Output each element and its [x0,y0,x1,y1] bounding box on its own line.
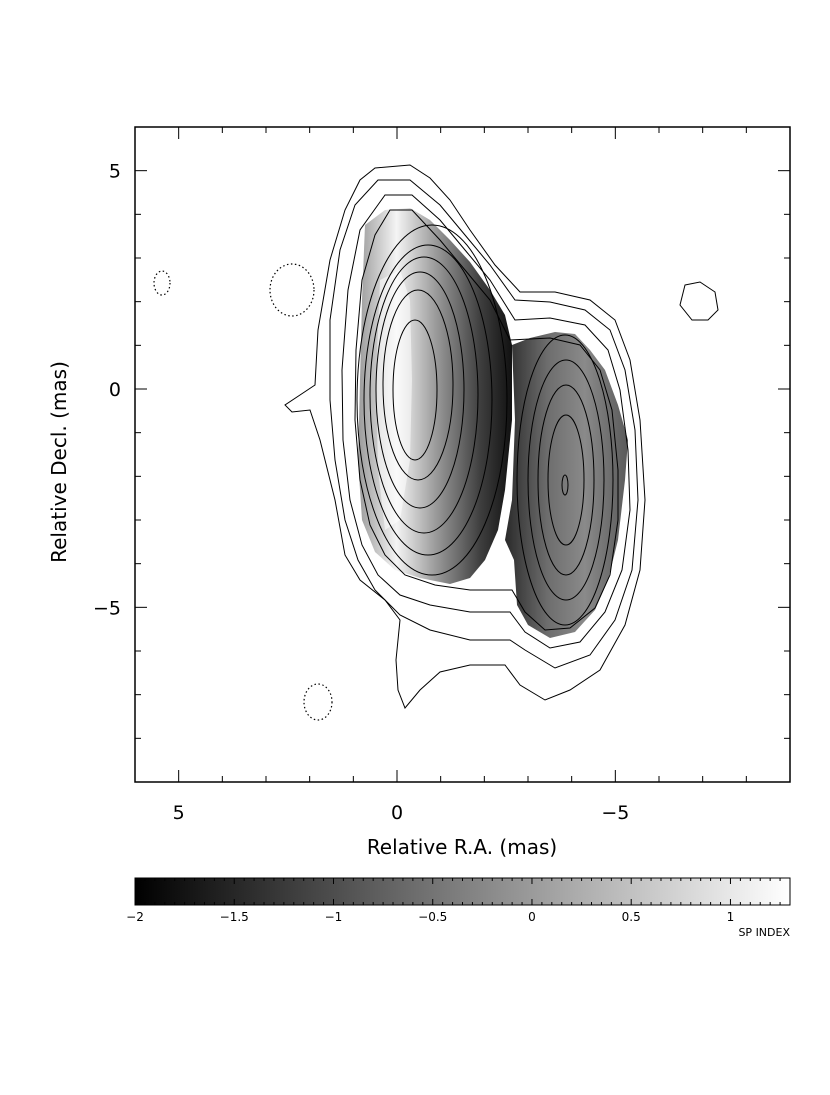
y-axis-title: Relative Decl. (mas) [47,361,71,563]
colorbar [134,877,791,906]
y-tick-label: 0 [109,379,121,401]
core-bright-ridge [376,270,412,530]
tick-labels: 5 0 −5 5 0 −5 [93,161,629,824]
y-tick-label: −5 [93,597,121,619]
colorbar-tick-label: 0 [528,910,536,924]
positive-island [679,281,719,321]
colorbar-title: SP INDEX [738,926,790,939]
colorbar-tick-label: −1.5 [220,910,249,924]
negative-contours [153,263,333,721]
colorbar-tick-label: 0.5 [622,910,641,924]
colorbar-tick-label: −0.5 [418,910,447,924]
x-tick-label: 5 [173,802,185,824]
jet-component [505,332,628,638]
plot-frame [134,126,791,783]
x-axis-title: Relative R.A. (mas) [367,835,557,859]
spectral-index-image [153,164,719,721]
colorbar-tick-label: 1 [727,910,735,924]
axis-ticks [134,126,791,783]
colorbar-labels: −2 −1.5 −1 −0.5 0 0.5 1 [126,910,734,924]
y-tick-label: 5 [109,161,121,183]
x-tick-label: −5 [601,802,629,824]
x-tick-label: 0 [391,802,403,824]
contour-lines [284,164,719,709]
colorbar-tick-label: −1 [325,910,343,924]
colorbar-ticks [134,878,791,905]
colorbar-tick-label: −2 [126,910,144,924]
